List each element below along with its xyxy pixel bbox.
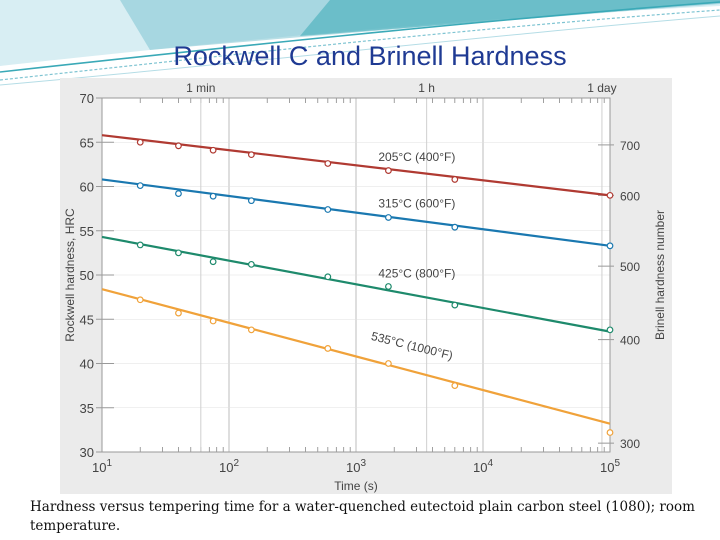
y-tick-label: 65 bbox=[80, 135, 94, 150]
data-point bbox=[209, 317, 217, 325]
y2-tick-label: 700 bbox=[620, 139, 640, 153]
data-point bbox=[451, 382, 459, 390]
series-line bbox=[101, 235, 611, 333]
top-tick-label: 1 day bbox=[587, 81, 616, 95]
series-line bbox=[101, 134, 611, 197]
data-point bbox=[324, 345, 332, 352]
data-point bbox=[136, 296, 144, 304]
data-point bbox=[175, 309, 182, 317]
data-point bbox=[606, 429, 614, 436]
y-axis-label: Rockwell hardness, HRC bbox=[63, 208, 77, 342]
data-point bbox=[136, 241, 144, 249]
series-label: 205°C (400°F) bbox=[378, 150, 455, 164]
y2-tick-label: 300 bbox=[620, 437, 640, 451]
series-line bbox=[101, 178, 611, 247]
data-point bbox=[247, 326, 255, 334]
data-point bbox=[451, 223, 459, 231]
data-point bbox=[175, 190, 182, 197]
data-point bbox=[209, 146, 217, 154]
series-label: 315°C (600°F) bbox=[378, 197, 455, 211]
chart-figure: 101 102 103 104 105 30 35 40 45 50 55 60 65 70 1 min 1 … bbox=[60, 78, 672, 494]
series-2: 315°C (600°F) bbox=[101, 178, 614, 250]
y-tick-label: 35 bbox=[80, 401, 94, 416]
y-tick-label: 55 bbox=[80, 224, 94, 239]
hardness-chart: 101 102 103 104 105 30 35 40 45 50 55 60 65 70 1 min 1 … bbox=[63, 81, 667, 493]
data-point bbox=[324, 273, 332, 281]
y2-tick-label: 600 bbox=[620, 189, 640, 203]
x-tick-label: 101 bbox=[92, 458, 112, 475]
x-tick-label: 103 bbox=[346, 458, 366, 475]
y-tick-label: 45 bbox=[80, 312, 94, 327]
y-tick-label: 70 bbox=[80, 91, 94, 106]
data-point bbox=[606, 191, 614, 199]
data-point bbox=[385, 167, 392, 174]
data-point bbox=[606, 326, 614, 334]
y-tick-label: 50 bbox=[80, 268, 94, 283]
series-line bbox=[101, 288, 611, 425]
data-point bbox=[247, 151, 255, 159]
data-point bbox=[136, 182, 144, 190]
y-tick-label: 60 bbox=[80, 180, 94, 195]
y2-tick-label: 400 bbox=[620, 334, 640, 348]
plot-frame bbox=[101, 97, 611, 453]
header-swoosh-decoration bbox=[0, 0, 720, 86]
y-tick-label: 40 bbox=[80, 357, 94, 372]
y2-tick-label: 500 bbox=[620, 260, 640, 274]
data-point bbox=[136, 138, 144, 146]
data-point bbox=[209, 258, 217, 266]
data-point bbox=[247, 260, 255, 268]
data-point bbox=[606, 242, 614, 250]
top-tick-label: 1 h bbox=[418, 81, 435, 95]
data-point bbox=[451, 301, 459, 309]
x-tick-label: 102 bbox=[219, 458, 239, 475]
data-point bbox=[175, 142, 182, 150]
series-label: 425°C (800°F) bbox=[378, 267, 455, 281]
data-point bbox=[385, 214, 392, 221]
data-point bbox=[209, 192, 217, 200]
slide-title: Rockwell C and Brinell Hardness bbox=[173, 41, 567, 71]
data-point bbox=[324, 206, 332, 213]
top-tick-label: 1 min bbox=[186, 81, 215, 95]
data-point bbox=[451, 176, 459, 183]
data-point bbox=[175, 249, 182, 257]
figure-caption: Hardness versus tempering time for a wat… bbox=[30, 499, 695, 534]
data-point bbox=[385, 283, 392, 290]
data-point bbox=[247, 197, 255, 205]
series-1: 205°C (400°F) bbox=[101, 134, 614, 199]
x-tick-label: 105 bbox=[600, 458, 620, 475]
x-axis-label: Time (s) bbox=[334, 479, 378, 493]
x-tick-label: 104 bbox=[473, 458, 493, 475]
series-3: 425°C (800°F) bbox=[101, 235, 614, 334]
data-point bbox=[324, 160, 332, 167]
y2-axis-label: Brinell hardness number bbox=[653, 210, 667, 340]
y-tick-label: 30 bbox=[80, 445, 94, 460]
data-point bbox=[385, 360, 392, 367]
